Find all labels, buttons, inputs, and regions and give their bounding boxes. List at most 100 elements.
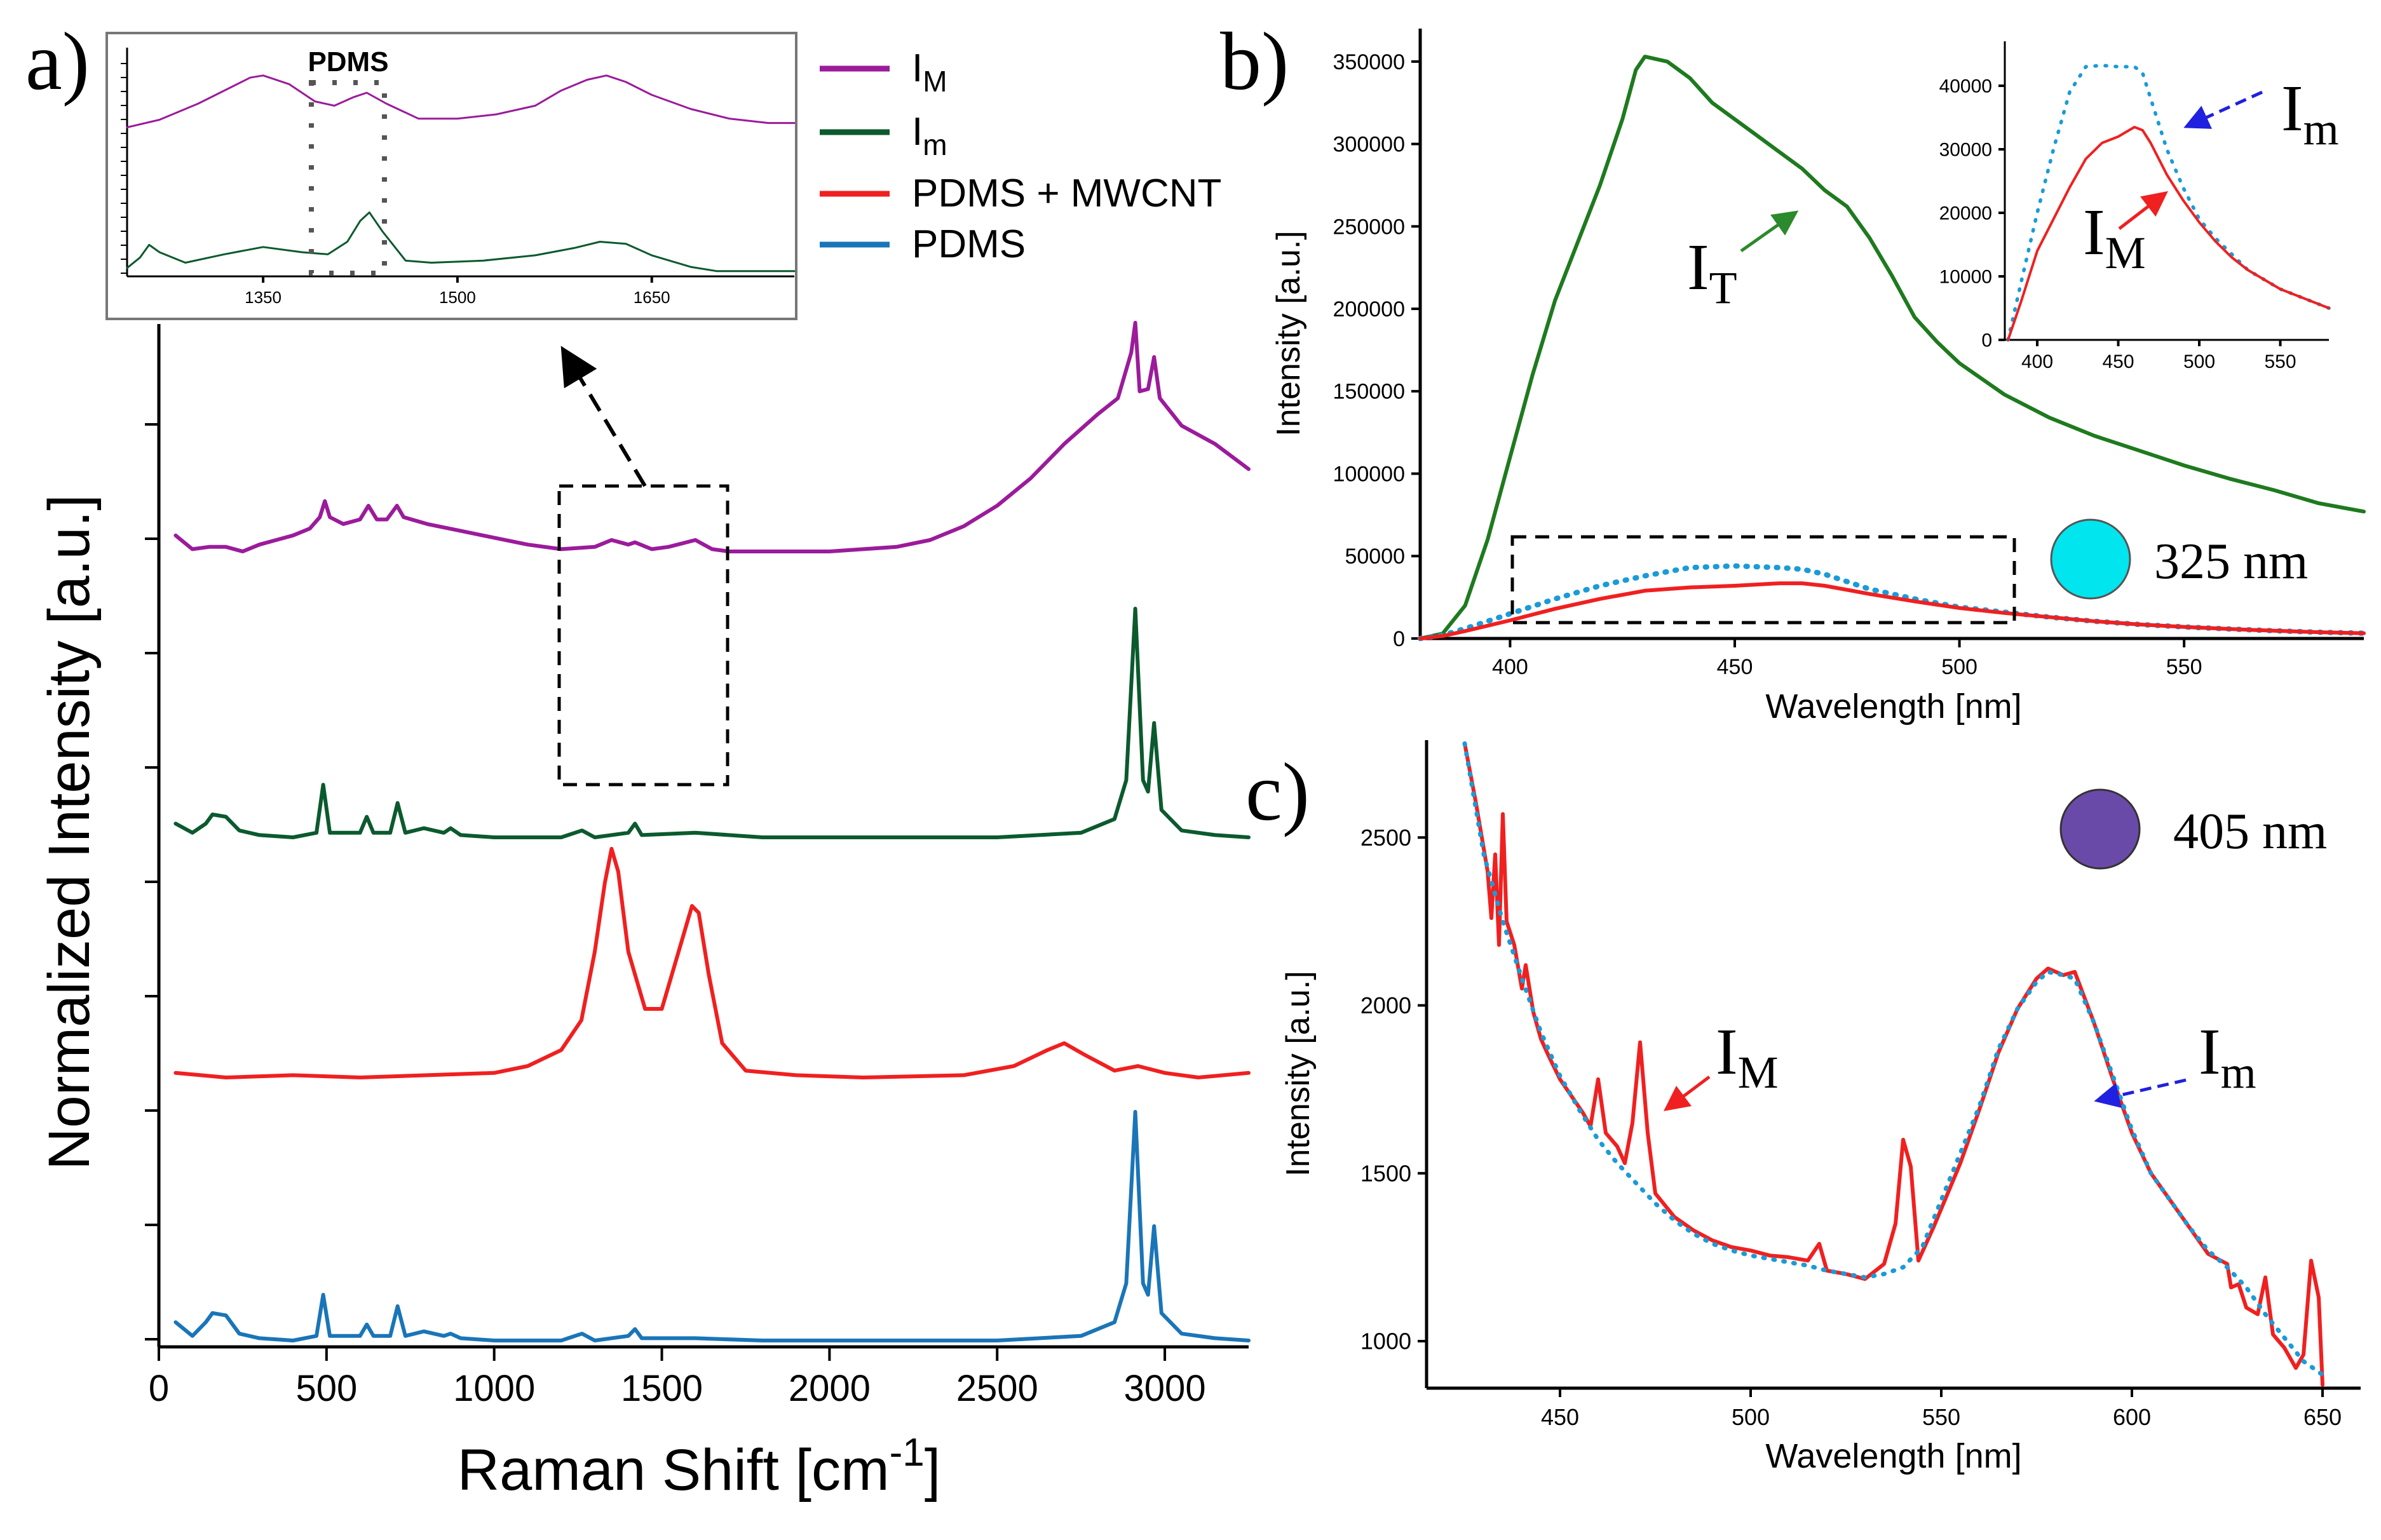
panel-c-x-axis-label: Wavelength [nm] [1765, 1437, 2021, 1475]
panel-b-series-I-m [1417, 563, 2367, 642]
panel-a-inset-pdms-box [309, 80, 387, 276]
panel-label-c: c) [1245, 746, 1310, 838]
panel-a-x-axis-label-sup: -1 [890, 1431, 925, 1475]
panel-c-label-Im: Im [2199, 1015, 2256, 1098]
panel-a-x-tick-label: 500 [295, 1368, 357, 1409]
panel-c-x-ticks: 450 500 550 600 650 [1541, 1388, 2342, 1430]
panel-a-inset-x-tick-label: 1650 [634, 288, 670, 307]
panel-c-x-tick-label: 600 [2113, 1404, 2151, 1430]
panel-b-y-axis-label: Intensity [a.u.] [1270, 231, 1307, 436]
panel-a-y-ticks [145, 423, 159, 1341]
panel-c-laser-label: 405 nm [2173, 804, 2327, 860]
panel-a-series [173, 321, 1251, 1342]
panel-b-inset-x-tick-label: 550 [2264, 351, 2296, 372]
panel-b-inset-y-ticks: 0 10000 20000 30000 40000 [1939, 76, 2005, 351]
panel-b-inset-x-tick-label: 450 [2102, 351, 2134, 372]
panel-label-b: b) [1220, 16, 1289, 107]
panel-b-arrow-Im [2183, 90, 2263, 129]
panel-b-y-tick-label: 350000 [1333, 50, 1405, 74]
panel-a-x-tick-label: 2500 [956, 1368, 1038, 1409]
panel-a-inset-frame [105, 32, 797, 320]
panel-a-series-PDMS [173, 1110, 1251, 1342]
panel-c: c) 1000 1500 2000 2500 450 500 550 600 650 Inte… [1245, 740, 2361, 1475]
panel-b-zoom-box [1510, 535, 2016, 625]
panel-b-arrow-IM [2118, 191, 2168, 230]
panel-b-inset-series [2006, 64, 2331, 342]
panel-b-y-tick-label: 0 [1393, 627, 1405, 651]
legend-label-Im: Im [912, 110, 947, 161]
panel-a-inset-x-tick-label: 1350 [245, 288, 282, 307]
panel-b-laser-circle [2050, 518, 2131, 600]
panel-c-x-tick-label: 450 [1541, 1404, 1579, 1430]
panel-b-inset-y-tick-label: 40000 [1939, 76, 1992, 97]
panel-c-x-tick-label: 550 [1922, 1404, 1960, 1430]
panel-b-y-ticks: 0 50000 100000 150000 200000 250000 300000 3500… [1333, 50, 1420, 651]
panel-c-y-tick-label: 2000 [1360, 992, 1411, 1018]
panel-c-y-tick-label: 1500 [1360, 1160, 1411, 1186]
panel-c-y-axis-label: Intensity [a.u.] [1280, 971, 1317, 1177]
panel-b-series-I-M [1418, 581, 2366, 640]
panel-b-label-IT: IT [1687, 231, 1737, 313]
panel-a-inset-x-tick-label: 1500 [439, 288, 476, 307]
panel-b-y-tick-label: 300000 [1333, 133, 1405, 157]
panel-b-x-tick-label: 500 [1941, 655, 1977, 679]
panel-a-inset-series-I-m [126, 211, 796, 273]
legend-label-PDMS: PDMS [912, 222, 1026, 266]
panel-a: a) 0 500 1000 1500 2000 2500 3000 Normalized I… [25, 16, 1251, 1503]
panel-b-label-IM: IM [2083, 196, 2146, 278]
panel-a-series-PDMS-MWCNT [173, 847, 1251, 1079]
panel-c-y-ticks: 1000 1500 2000 2500 [1360, 825, 1427, 1354]
panel-a-series-I-m [173, 607, 1251, 839]
panel-b-laser-label: 325 nm [2154, 534, 2308, 590]
panel-a-inset-series [126, 74, 796, 273]
panel-b-inset-x-tick-label: 500 [2183, 351, 2215, 372]
panel-b-x-tick-label: 550 [2166, 655, 2202, 679]
panel-a-x-tick-label: 3000 [1124, 1368, 1206, 1409]
panel-b-x-tick-label: 400 [1492, 655, 1528, 679]
panel-b-y-tick-label: 50000 [1345, 544, 1405, 569]
panel-a-legend: IM Im PDMS + MWCNT PDMS [820, 46, 1221, 266]
panel-c-laser-circle [2059, 788, 2141, 870]
panel-a-y-axis-label: Normalized Intensity [a.u.] [37, 494, 102, 1170]
panel-b-inset-x-ticks: 400 450 500 550 [2021, 340, 2296, 372]
panel-b-x-tick-label: 450 [1717, 655, 1753, 679]
panel-c-x-tick-label: 500 [1732, 1404, 1770, 1430]
panel-b-inset-x-tick-label: 400 [2021, 351, 2053, 372]
panel-b-y-tick-label: 250000 [1333, 215, 1405, 239]
panel-a-x-axis-label: Raman Shift [cm-1] [458, 1431, 941, 1503]
panel-b-inset-y-tick-label: 20000 [1939, 203, 1992, 224]
panel-label-a: a) [25, 16, 90, 107]
panel-a-x-tick-label: 0 [149, 1368, 169, 1409]
panel-c-y-tick-label: 1000 [1360, 1328, 1411, 1354]
panel-b-inset-series-I-M [2007, 126, 2330, 341]
panel-b-label-Im: Im [2281, 72, 2339, 154]
panel-b-inset-y-tick-label: 0 [1981, 330, 1992, 351]
panel-a-series-I-M [173, 321, 1251, 553]
panel-b-y-tick-label: 150000 [1333, 380, 1405, 404]
panel-c-y-tick-label: 2500 [1360, 825, 1411, 851]
panel-b-arrow-IT [1740, 210, 1799, 253]
legend-label-PDMS-MWCNT: PDMS + MWCNT [912, 172, 1221, 215]
panel-c-arrow-Im [2094, 1078, 2187, 1108]
panel-a-inset-y-ticks [121, 63, 127, 274]
panel-a-inset-series-I-M [126, 74, 796, 128]
panel-b-inset: 0 10000 20000 30000 40000 400 450 500 550 Im IM [1939, 41, 2339, 372]
panel-a-x-axis-label-end: ] [925, 1438, 941, 1503]
panel-a-x-tick-label: 1500 [621, 1368, 703, 1409]
panel-b-series-I-T [1418, 55, 2366, 640]
panel-a-x-tick-label: 1000 [453, 1368, 535, 1409]
panel-a-zoom-arrow [560, 346, 647, 487]
panel-a-inset-pdms-label: PDMS [308, 46, 388, 78]
panel-c-label-IM: IM [1716, 1015, 1779, 1098]
panel-a-x-axis-label-main: Raman Shift [cm [458, 1438, 890, 1503]
legend-label-IM: IM [912, 46, 947, 98]
panel-a-x-tick-label: 2000 [789, 1368, 871, 1409]
panel-a-zoom-box [557, 484, 729, 787]
panel-b-x-axis-label: Wavelength [nm] [1765, 687, 2021, 726]
panel-a-inset: 1350 1500 1650 PDMS [105, 32, 797, 320]
panel-c-series [1462, 741, 2325, 1387]
panel-a-inset-x-ticks: 1350 1500 1650 [245, 276, 670, 307]
panel-c-arrow-IM [1664, 1076, 1711, 1111]
panel-b-inset-y-tick-label: 30000 [1939, 140, 1992, 161]
panel-b-x-ticks: 400 450 500 550 [1492, 638, 2202, 679]
